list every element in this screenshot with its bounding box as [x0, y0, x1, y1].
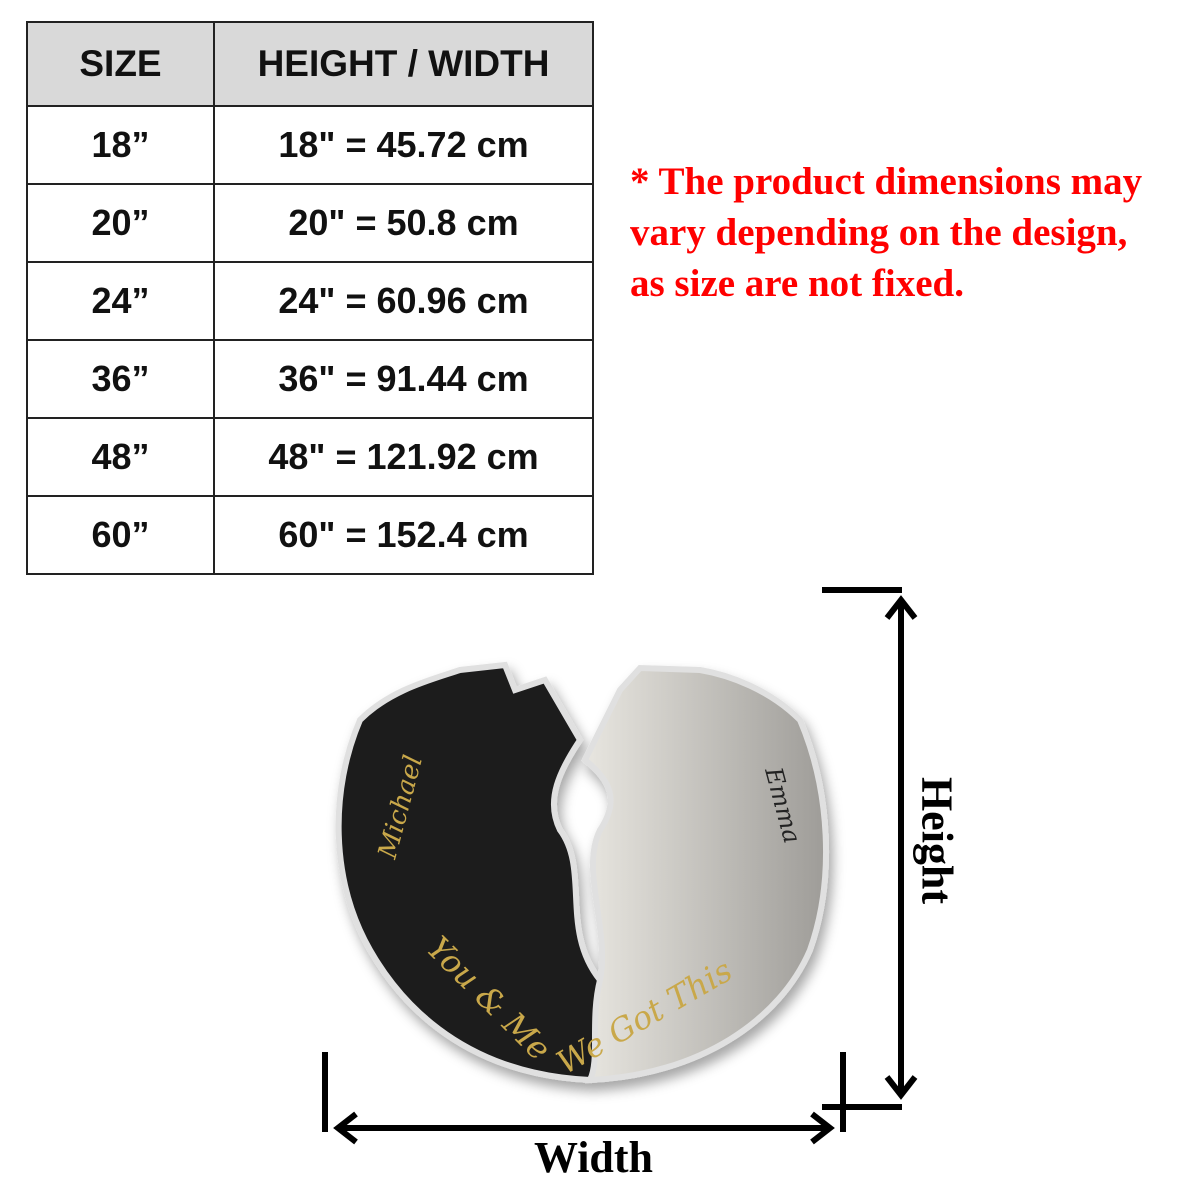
note-line: * The product dimensions may	[630, 160, 1143, 203]
table-row: 24” 24" = 60.96 cm	[26, 261, 594, 341]
note-line: vary depending on the design,	[630, 211, 1128, 254]
dimension-cell: 20" = 50.8 cm	[213, 183, 594, 263]
dimension-cell: 48" = 121.92 cm	[213, 417, 594, 497]
dimension-cell: 60" = 152.4 cm	[213, 495, 594, 575]
width-dimension-arrow	[322, 1052, 846, 1145]
size-cell: 24”	[26, 261, 215, 341]
table-row: 36” 36" = 91.44 cm	[26, 339, 594, 419]
size-cell: 20”	[26, 183, 215, 263]
width-label: Width	[534, 1133, 654, 1182]
table-row: 18” 18" = 45.72 cm	[26, 105, 594, 185]
size-cell: 48”	[26, 417, 215, 497]
header-size: SIZE	[26, 21, 215, 107]
table-header-row: SIZE HEIGHT / WIDTH	[26, 21, 594, 107]
dimension-cell: 18" = 45.72 cm	[213, 105, 594, 185]
dragon-artwork	[335, 661, 830, 1084]
height-dimension-arrow	[822, 587, 918, 1110]
note-line: as size are not fixed.	[630, 262, 964, 305]
table-row: 60” 60" = 152.4 cm	[26, 495, 594, 575]
table-row: 20” 20" = 50.8 cm	[26, 183, 594, 263]
white-dragon-shape	[581, 664, 830, 1084]
size-chart-table: SIZE HEIGHT / WIDTH 18” 18" = 45.72 cm 20…	[26, 21, 594, 575]
dimension-cell: 24" = 60.96 cm	[213, 261, 594, 341]
height-label: Height	[912, 776, 962, 905]
table-row: 48” 48" = 121.92 cm	[26, 417, 594, 497]
black-dragon-shape	[335, 661, 608, 1084]
dimension-disclaimer: * The product dimensions may vary depend…	[630, 156, 1200, 309]
size-cell: 18”	[26, 105, 215, 185]
size-cell: 60”	[26, 495, 215, 575]
size-cell: 36”	[26, 339, 215, 419]
header-height-width: HEIGHT / WIDTH	[213, 21, 594, 107]
dimension-cell: 36" = 91.44 cm	[213, 339, 594, 419]
